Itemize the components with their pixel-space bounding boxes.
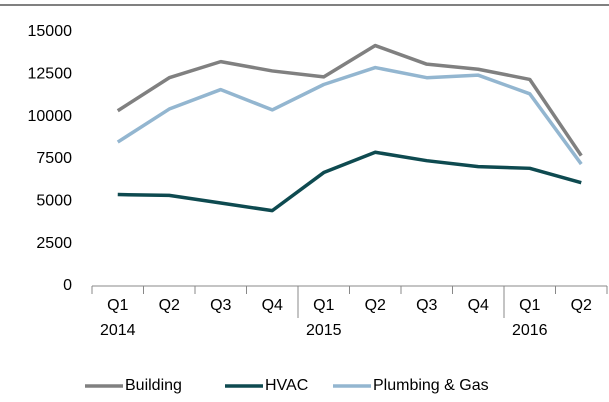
- legend-label: HVAC: [265, 377, 308, 394]
- x-group-label: 2015: [306, 322, 342, 339]
- y-tick-label: 15000: [28, 23, 73, 40]
- series-line: [116, 65, 583, 166]
- legend-label: Building: [125, 377, 182, 394]
- y-tick-label: 10000: [28, 108, 73, 125]
- x-tick-label: Q1: [107, 297, 128, 314]
- y-tick-label: 5000: [36, 193, 72, 210]
- y-tick-label: 12500: [28, 66, 73, 83]
- x-tick-label: Q4: [468, 297, 489, 314]
- series-line: [116, 43, 583, 157]
- x-tick-label: Q2: [365, 297, 386, 314]
- x-group-label: 2014: [100, 322, 136, 339]
- x-tick-label: Q2: [571, 297, 592, 314]
- y-tick-label: 2500: [36, 235, 72, 252]
- x-tick-label: Q3: [210, 297, 231, 314]
- x-tick-label: Q4: [262, 297, 283, 314]
- x-tick-label: Q3: [416, 297, 437, 314]
- x-group-label: 2016: [512, 322, 548, 339]
- y-tick-label: 7500: [36, 150, 72, 167]
- x-tick-label: Q1: [313, 297, 334, 314]
- x-tick-label: Q2: [159, 297, 180, 314]
- y-tick-label: 0: [63, 277, 72, 294]
- series-line: [117, 150, 582, 213]
- legend-label: Plumbing & Gas: [373, 377, 489, 394]
- x-tick-label: Q1: [519, 297, 540, 314]
